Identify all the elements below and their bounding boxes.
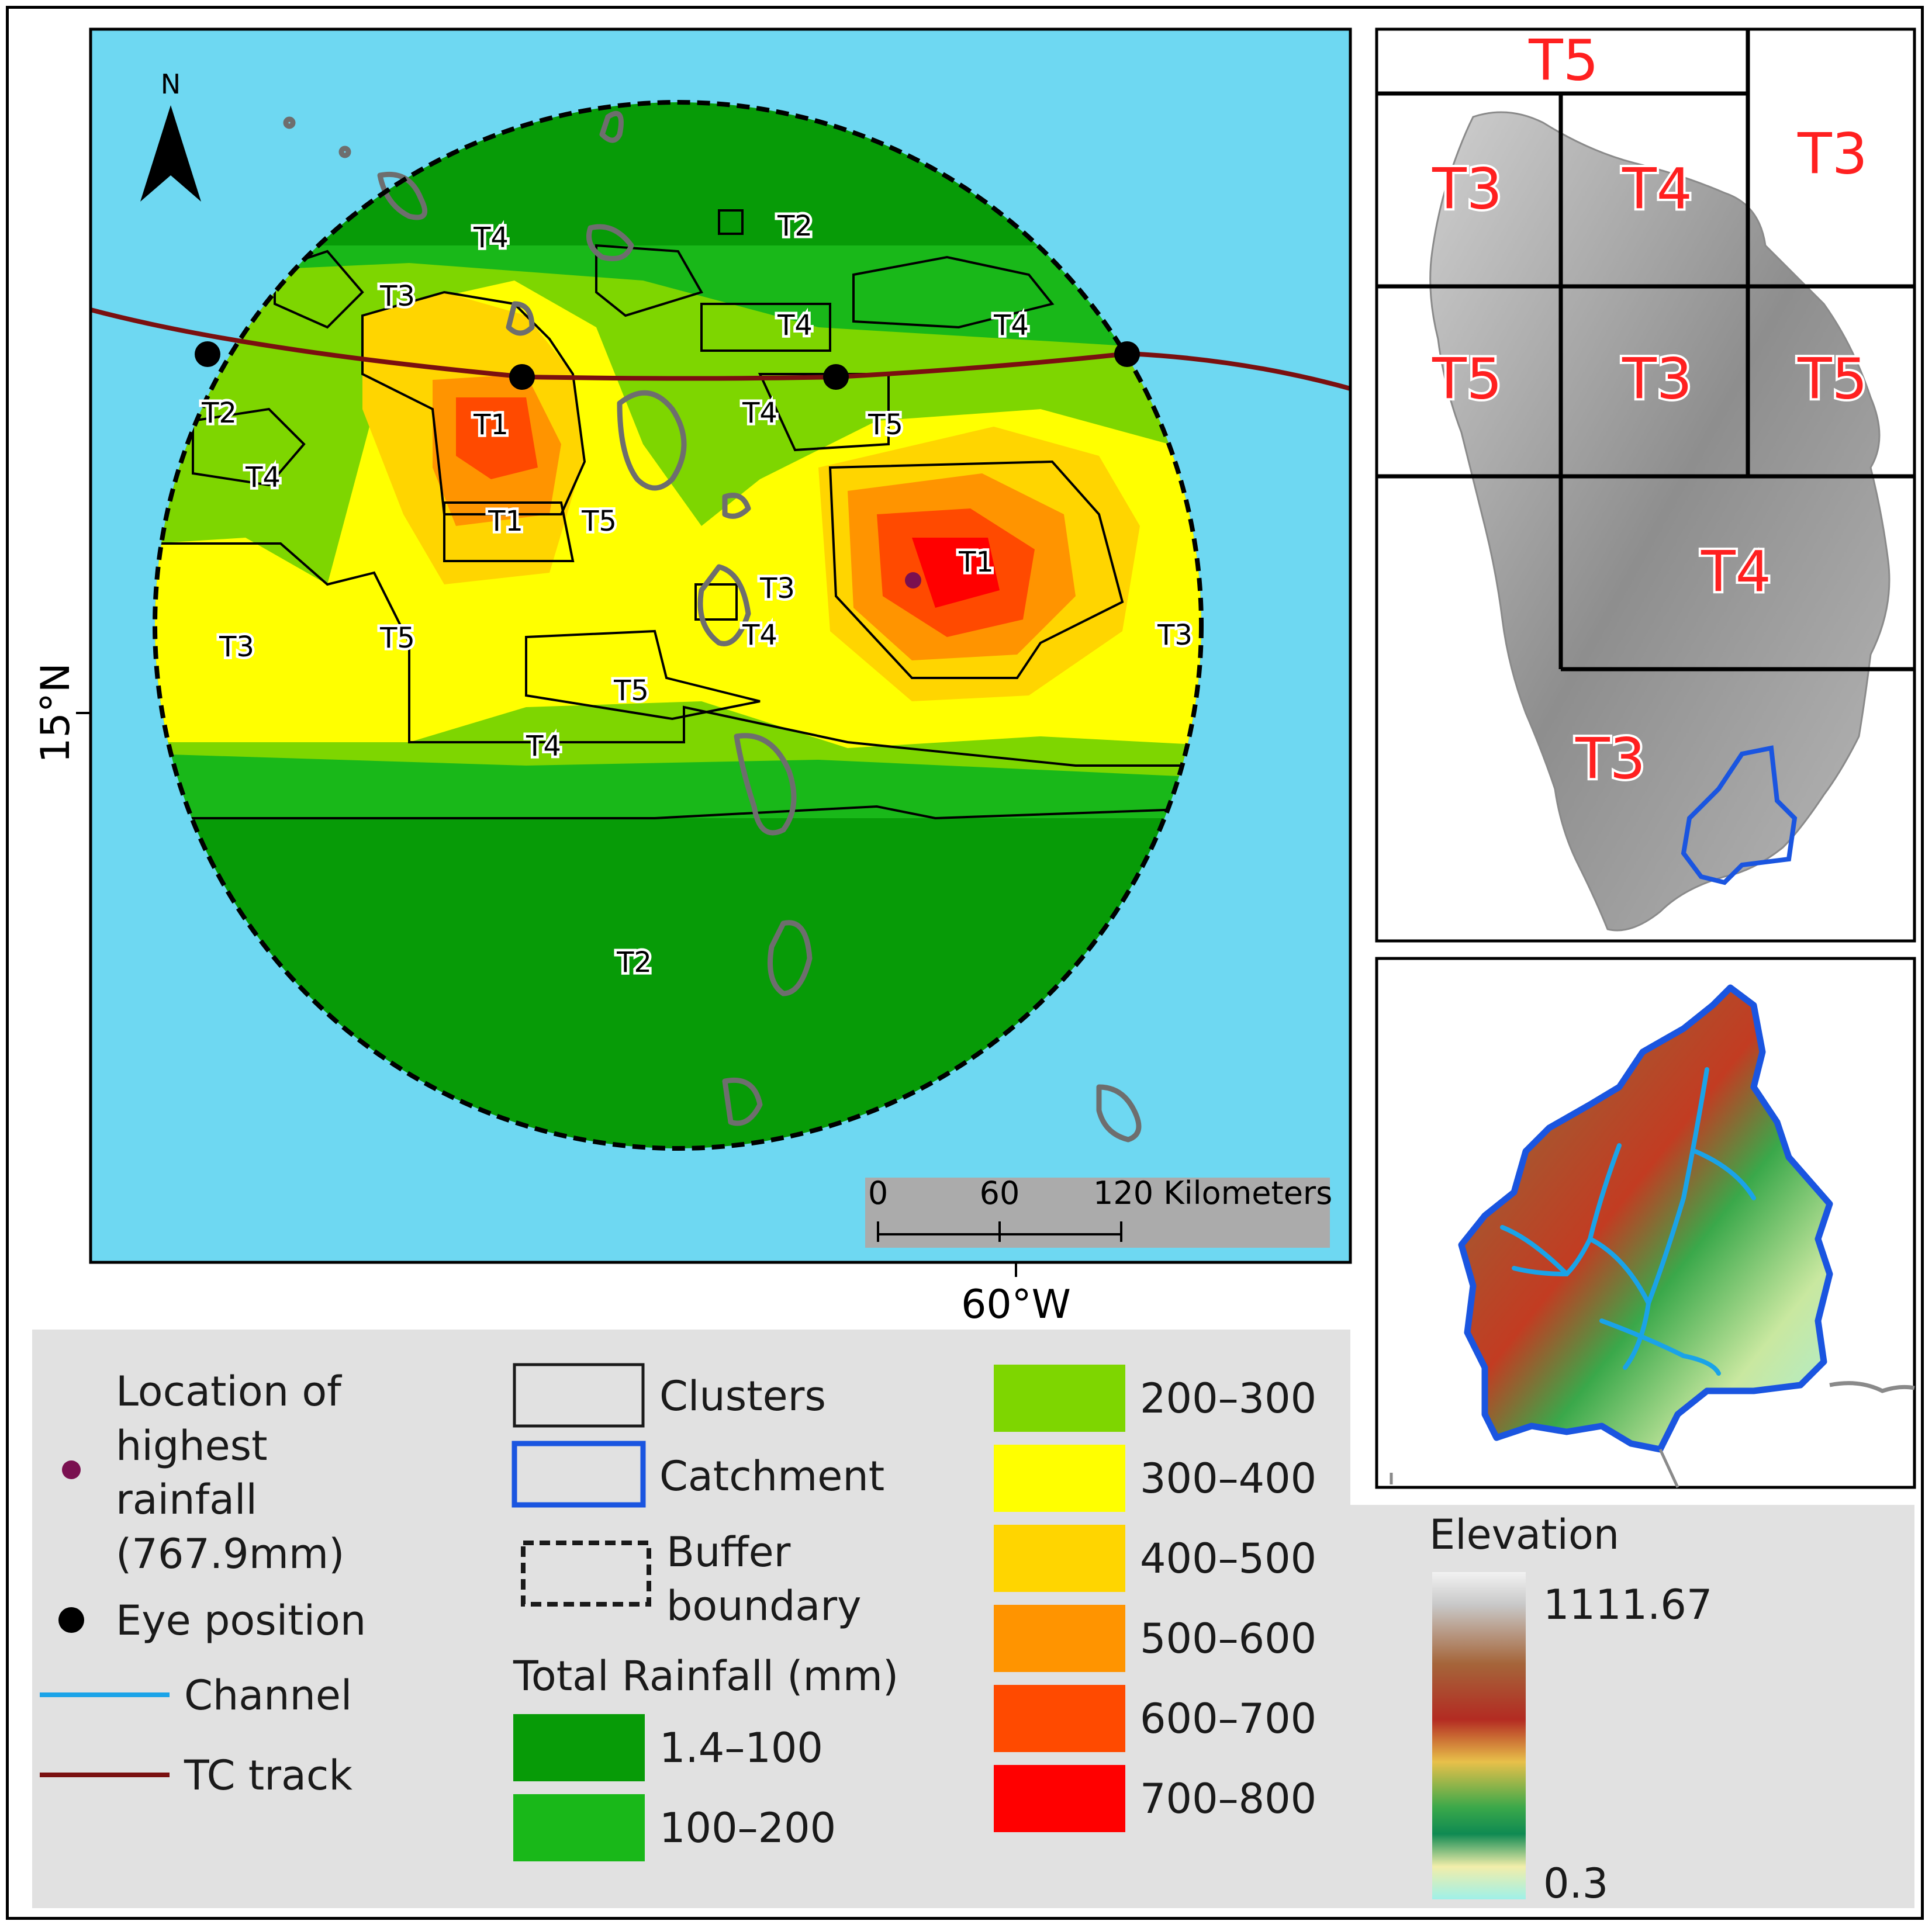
legend-elevation-title: Elevation — [1429, 1511, 1619, 1559]
cluster-label: T5 — [379, 622, 415, 655]
legend-elevation-max: 1111.67 — [1543, 1581, 1712, 1629]
eye-positions — [195, 341, 1140, 390]
legend-highest-rainfall-symbol — [62, 1460, 81, 1479]
legend-rainfall-classes: 1.4–100 100–200 200–300 300–400 400–500 500–6… — [513, 1365, 1316, 1861]
legend-rainfall-label: 700–800 — [1140, 1775, 1316, 1823]
highest-rainfall-marker — [905, 572, 921, 589]
legend-eye-position-symbol — [58, 1607, 84, 1633]
cluster-boundaries — [155, 209, 1201, 820]
inset-grid-label: T5 — [1797, 346, 1868, 411]
scale-tick-0: 0 — [868, 1175, 888, 1212]
cluster-label: T5 — [613, 674, 649, 707]
scale-tick-60: 60 — [980, 1175, 1020, 1212]
catchment-elevation — [1458, 984, 1833, 1453]
inset-grid-label: T3 — [1575, 726, 1646, 791]
map-border — [89, 27, 1352, 1264]
cluster-label: T4 — [742, 397, 777, 430]
legend-rainfall-swatch — [994, 1525, 1125, 1592]
eye-position-marker — [509, 364, 535, 390]
inset-grid-label: T5 — [1528, 27, 1599, 93]
cluster-label: T3 — [759, 572, 795, 605]
buffer-boundary — [153, 100, 1204, 1151]
grid-lines — [1377, 29, 1914, 671]
legend-rainfall-swatch — [994, 1685, 1125, 1752]
cluster-label: T4 — [473, 221, 509, 254]
cluster-label: T4 — [526, 730, 561, 763]
eye-position-marker — [195, 341, 220, 367]
north-label: N — [161, 68, 181, 100]
inset-grid-labels: T5 T3 T4 T3 T5 T3 T5 T4 T3 — [1429, 25, 1870, 794]
legend-highest-rainfall-line1: Location of — [116, 1368, 342, 1415]
cluster-label: T5 — [868, 409, 903, 441]
cluster-label: T4 — [245, 461, 281, 494]
cluster-label: T5 — [581, 505, 617, 538]
legend-rainfall-label: 300–400 — [1140, 1455, 1316, 1503]
scale-tick-120: 120 Kilometers — [1093, 1175, 1332, 1212]
legend-rainfall-swatch — [994, 1765, 1125, 1832]
eye-position-marker — [1114, 341, 1140, 367]
north-arrow: N — [140, 68, 201, 202]
inset-grid-label: T3 — [1432, 156, 1502, 221]
inset-grid-label: T3 — [1797, 121, 1868, 186]
legend-buffer-line1: Buffer — [666, 1528, 791, 1576]
cluster-label: T1 — [488, 505, 523, 538]
legend-rainfall-swatch — [513, 1714, 645, 1781]
legend-catchment-label: Catchment — [659, 1452, 884, 1500]
rainfall-raster — [155, 102, 1201, 1148]
latitude-label: 15°N — [33, 663, 79, 763]
legend-rainfall-swatch — [994, 1445, 1125, 1512]
cluster-label: T4 — [993, 309, 1029, 342]
legend-buffer-line2: boundary — [666, 1582, 862, 1630]
inset-grid-label: T4 — [1701, 539, 1771, 604]
legend-highest-rainfall-line2: highest — [116, 1422, 268, 1470]
channels — [1500, 1067, 1756, 1376]
eye-position-marker — [823, 364, 849, 390]
cluster-label: T2 — [777, 210, 813, 243]
legend-rainfall-label: 1.4–100 — [659, 1724, 823, 1772]
legend-rainfall-label: 500–600 — [1140, 1615, 1316, 1663]
legend-rainfall-swatch — [994, 1605, 1125, 1672]
tc-track — [91, 307, 1350, 391]
cluster-label: T3 — [219, 631, 254, 663]
cluster-label: T4 — [777, 309, 813, 342]
legend-rainfall-label: 100–200 — [659, 1804, 836, 1852]
legend-elevation-ramp — [1432, 1572, 1526, 1899]
legend-rainfall-label: 600–700 — [1140, 1695, 1316, 1743]
legend-rainfall-label: 400–500 — [1140, 1535, 1316, 1583]
cluster-label: T2 — [616, 946, 652, 979]
inset-catchment-outline — [1681, 745, 1798, 885]
legend: Location of highest rainfall (767.9mm) E… — [32, 1330, 1914, 1908]
inset-grid-label: T4 — [1622, 156, 1692, 221]
cluster-label: T1 — [473, 409, 509, 441]
figure-frame — [6, 6, 1924, 1920]
islands — [283, 110, 1142, 1143]
legend-eye-position-label: Eye position — [116, 1597, 366, 1645]
legend-highest-rainfall-line4: (767.9mm) — [116, 1530, 344, 1578]
legend-clusters-label: Clusters — [659, 1372, 826, 1420]
inset-grid-label: T5 — [1432, 346, 1502, 411]
legend-highest-rainfall-line3: rainfall — [116, 1476, 257, 1524]
cluster-label: T4 — [742, 619, 777, 652]
legend-tc-track-label: TC track — [184, 1752, 352, 1799]
legend-rainfall-swatch — [994, 1365, 1125, 1432]
cluster-label: T2 — [201, 397, 237, 430]
catchment-inset — [1375, 957, 1916, 1489]
legend-rainfall-swatch — [513, 1794, 645, 1861]
longitude-label: 60°W — [961, 1282, 1071, 1328]
legend-elevation-min: 0.3 — [1543, 1860, 1608, 1908]
scale-bar: 0 60 120 Kilometers — [865, 1175, 1332, 1248]
legend-channel-label: Channel — [184, 1671, 352, 1719]
cluster-label: T3 — [379, 280, 415, 313]
cluster-label: T1 — [958, 546, 994, 579]
inset-grid-label: T3 — [1622, 346, 1692, 411]
legend-rainfall-title: Total Rainfall (mm) — [513, 1652, 898, 1700]
cluster-label: T3 — [1157, 619, 1193, 652]
island-grid-inset: T5 T3 T4 T3 T5 T3 T5 T4 T3 — [1375, 25, 1916, 943]
legend-rainfall-label: 200–300 — [1140, 1375, 1316, 1422]
